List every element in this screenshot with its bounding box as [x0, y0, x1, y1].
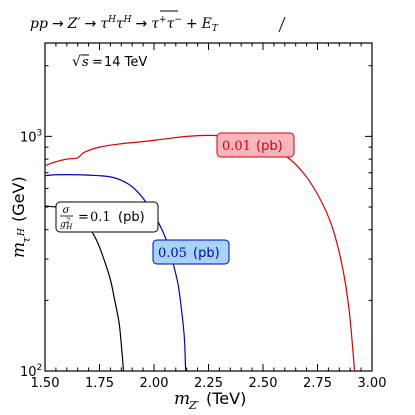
label-0-01pb: 0.01 (pb)	[216, 132, 295, 158]
label-0-1pb-eq: =	[78, 210, 89, 225]
chart-title: pp → Z′ → τHτH → τ+τ− + ET	[30, 15, 219, 34]
svg-text:m: m	[9, 242, 29, 258]
svg-text:Z′: Z′	[188, 399, 200, 412]
svg-text:=: =	[92, 55, 103, 70]
svg-text:s: s	[82, 55, 89, 70]
label-0-1pb-denominator: g2 H	[60, 217, 73, 231]
x-tick-label: 2.75	[303, 376, 332, 391]
svg-text:(GeV): (GeV)	[9, 176, 28, 222]
svg-text:√: √	[72, 54, 81, 70]
label-0-1pb-numerator: σ	[63, 205, 71, 216]
x-axis-label: m Z′ (TeV)	[174, 389, 246, 412]
svg-text:τ: τ	[20, 236, 33, 243]
label-0-05pb-value: 0.05	[158, 246, 187, 261]
energy-annotation: √ s = 14 TeV	[72, 54, 147, 70]
label-0-01pb-value: 0.01	[222, 139, 251, 154]
y-tick-label: 103	[20, 128, 42, 145]
label-0-05pb: 0.05 (pb)	[152, 239, 230, 265]
x-tick-label: 1.75	[85, 376, 114, 391]
x-tick-label: 2.00	[140, 376, 169, 391]
axis-ticks: 1.50 1.75 2.00 2.25 2.50 2.75 3.00 102 103	[20, 43, 386, 391]
label-0-1pb-value: 0.1	[90, 210, 111, 225]
label-0-01pb-unit: (pb)	[256, 139, 283, 154]
label-0-1pb: σg2 H = 0.1 (pb)	[55, 201, 159, 233]
svg-text:H: H	[17, 228, 27, 237]
svg-text:14 TeV: 14 TeV	[104, 55, 147, 70]
contour-0-05pb-line	[44, 174, 187, 372]
label-0-05pb-unit: (pb)	[193, 246, 220, 261]
y-tick-label: 102	[20, 363, 42, 380]
svg-text:m: m	[174, 389, 190, 409]
title-slash	[278, 16, 286, 33]
x-tick-label: 2.50	[249, 376, 278, 391]
x-tick-label: 3.00	[358, 376, 387, 391]
x-tick-label: 1.50	[31, 376, 60, 391]
label-0-1pb-unit: (pb)	[118, 210, 145, 225]
y-axis-label: m τ H (GeV)	[9, 176, 33, 258]
svg-text:(TeV): (TeV)	[206, 389, 246, 408]
x-tick-label: 2.25	[194, 376, 223, 391]
curve-labels: σg2 H = 0.1 (pb) 0.05 (pb) 0.01 (pb)	[55, 132, 295, 265]
